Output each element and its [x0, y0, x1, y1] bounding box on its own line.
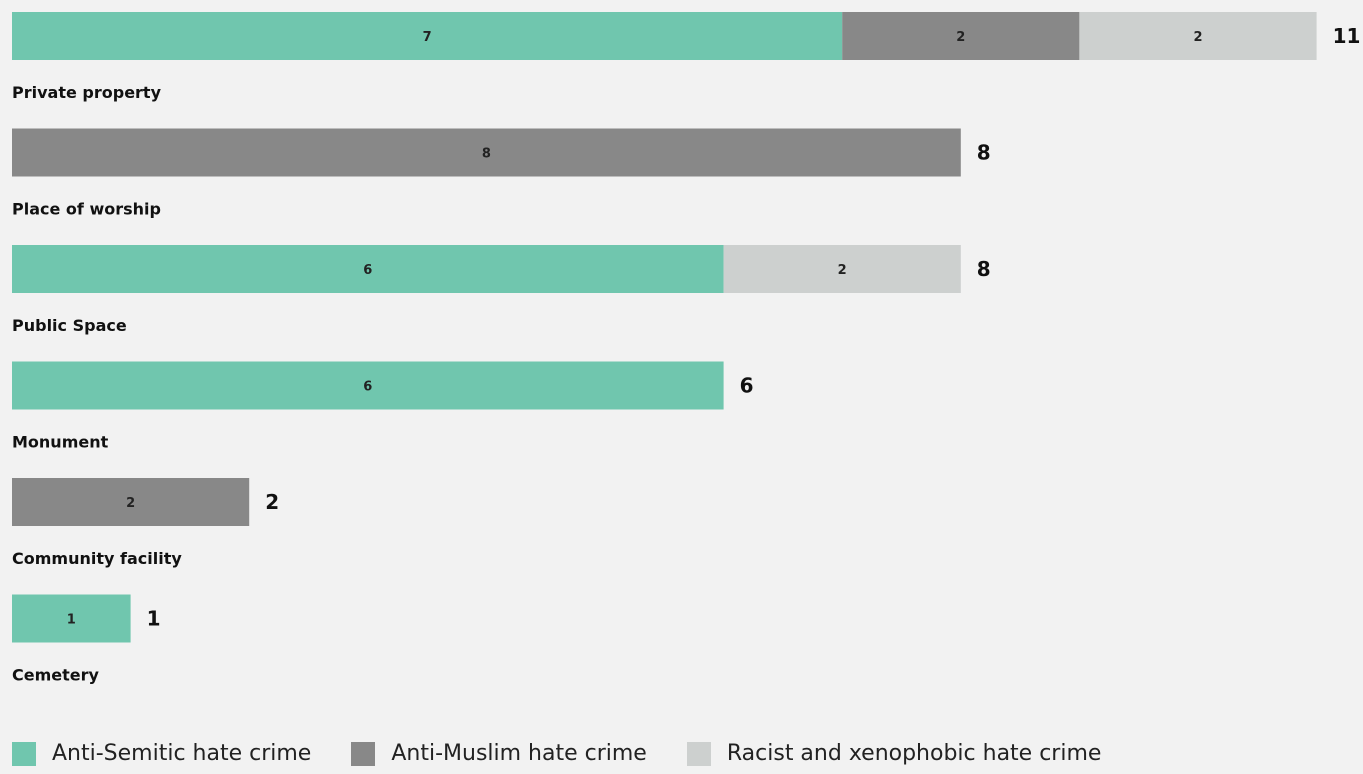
bar-segment: [12, 594, 131, 643]
category-label: Private property: [12, 83, 162, 102]
data-label: 6: [363, 380, 372, 395]
total-label: 11: [1333, 24, 1361, 48]
bar-segment: [842, 12, 1080, 60]
data-label: 7: [423, 30, 432, 45]
data-label: 2: [1193, 30, 1202, 45]
category-label: Cemetery: [12, 666, 100, 685]
data-label: 6: [363, 263, 372, 278]
data-label: 8: [482, 147, 491, 162]
legend-swatch: [351, 741, 376, 766]
legend-swatch: [686, 741, 711, 766]
data-label: 2: [126, 496, 135, 511]
total-label: 2: [265, 490, 279, 514]
legend: Anti-Semitic hate crime Anti-Muslim hate…: [12, 741, 1141, 766]
data-label: 1: [67, 613, 76, 628]
total-label: 8: [977, 141, 991, 165]
category-label: Public Space: [12, 316, 127, 335]
legend-label: Anti-Muslim hate crime: [391, 741, 647, 766]
legend-label: Anti-Semitic hate crime: [52, 741, 312, 766]
total-label: 1: [147, 607, 161, 631]
bar-segment: [12, 361, 724, 410]
bar-segment: [12, 12, 843, 60]
legend-label: Racist and xenophobic hate crime: [726, 741, 1102, 766]
bar-segment: [12, 128, 961, 177]
bar-segment: [12, 478, 250, 526]
bar-segment: [723, 245, 961, 293]
data-label: 2: [956, 30, 965, 45]
data-label: 2: [838, 263, 847, 278]
category-label: Community facility: [12, 549, 182, 568]
legend-item-anti-muslim: Anti-Muslim hate crime: [351, 741, 647, 766]
bar-segment: [12, 245, 724, 293]
bar-segment: [1079, 12, 1317, 60]
total-label: 6: [740, 374, 754, 398]
legend-item-anti-semitic: Anti-Semitic hate crime: [12, 741, 311, 766]
total-label: 8: [977, 257, 991, 281]
category-label: Monument: [12, 433, 109, 452]
legend-swatch: [12, 741, 36, 766]
legend-item-racist-xenophobic: Racist and xenophobic hate crime: [686, 741, 1102, 766]
category-label: Place of worship: [12, 200, 161, 219]
